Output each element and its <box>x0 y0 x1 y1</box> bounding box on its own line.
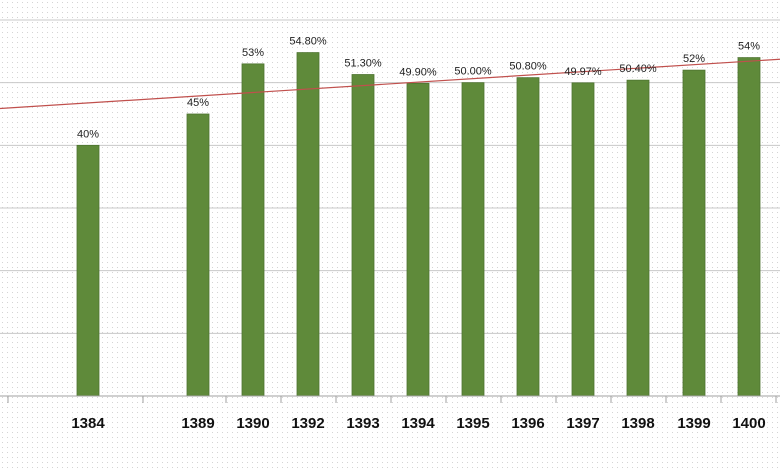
trendline-group <box>0 58 780 110</box>
x-tick-label: 1392 <box>291 415 324 432</box>
data-label: 51.30% <box>344 58 382 70</box>
x-tick-label: 1395 <box>456 415 489 432</box>
x-tick-label: 1398 <box>621 415 654 432</box>
bar <box>682 69 706 397</box>
x-tick-label: 1396 <box>511 415 544 432</box>
x-tick-label: 1389 <box>181 415 214 432</box>
data-label: 49.97% <box>564 66 602 78</box>
bar <box>351 74 375 397</box>
trendline <box>0 58 780 110</box>
data-label: 40% <box>77 128 99 140</box>
bars <box>76 52 761 397</box>
data-label: 54% <box>738 41 760 53</box>
data-label: 54.80% <box>289 36 327 48</box>
x-tick-label: 1390 <box>236 415 269 432</box>
x-tick-label: 1399 <box>677 415 710 432</box>
x-tick-label: 1384 <box>71 415 105 432</box>
x-tick-label: 1400 <box>732 415 765 432</box>
data-label: 50.00% <box>454 66 492 78</box>
x-axis <box>0 395 780 403</box>
bar <box>571 82 595 397</box>
x-tick-label: 1397 <box>566 415 599 432</box>
bar <box>737 57 761 397</box>
x-tick-label: 1394 <box>401 415 435 432</box>
bar <box>516 77 540 397</box>
gridlines <box>0 19 780 334</box>
data-label: 45% <box>187 97 209 109</box>
bar <box>406 82 430 397</box>
bar <box>626 79 650 397</box>
data-label: 50.80% <box>509 61 547 73</box>
x-tick-labels: 1384 1389 1390 1392 1393 1394 1395 1396 1397 1398… <box>71 415 765 432</box>
data-label: 52% <box>683 53 705 65</box>
data-label: 50.40% <box>619 63 657 75</box>
data-labels: 40% 45% 53% 54.80% 51.30% 49.90% 50.00% 50.80% 4… <box>77 36 760 141</box>
bar <box>241 63 265 397</box>
bar <box>186 113 210 397</box>
bar <box>461 82 485 397</box>
x-tick-label: 1393 <box>346 415 379 432</box>
data-label: 49.90% <box>399 66 437 78</box>
bar <box>76 144 100 397</box>
bar <box>296 52 320 397</box>
data-label: 53% <box>242 47 264 59</box>
